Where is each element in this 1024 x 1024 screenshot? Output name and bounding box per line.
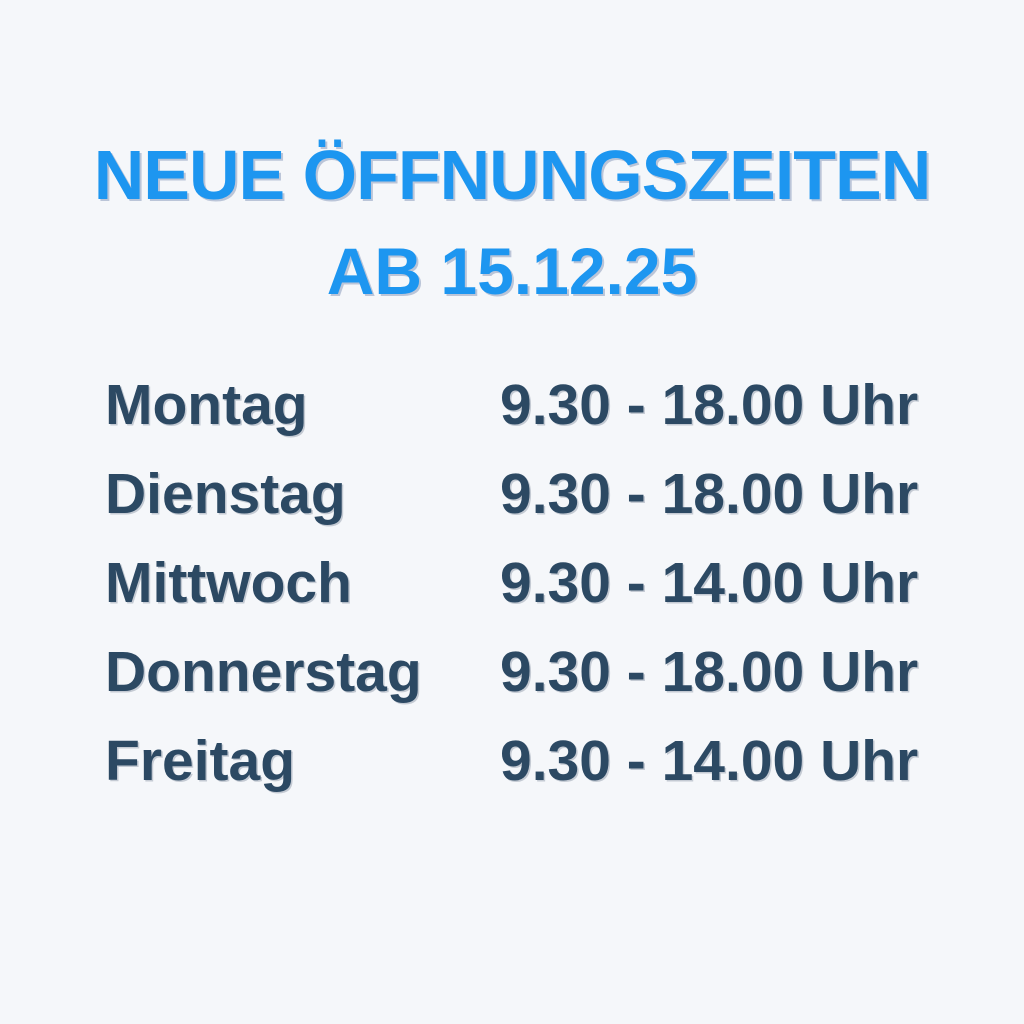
hours-value: 9.30 - 18.00 Uhr (500, 640, 919, 704)
schedule-row-friday: Freitag 9.30 - 14.00 Uhr (105, 728, 964, 817)
hours-value: 9.30 - 14.00 Uhr (500, 551, 919, 615)
poster-title: NEUE ÖFFNUNGSZEITEN AB 15.12.25 (0, 140, 1024, 304)
day-label: Mittwoch (105, 551, 352, 615)
schedule-row-tuesday: Dienstag 9.30 - 18.00 Uhr (105, 461, 964, 550)
schedule-row-wednesday: Mittwoch 9.30 - 14.00 Uhr (105, 550, 964, 639)
day-label: Montag (105, 373, 308, 437)
day-label: Freitag (105, 729, 296, 793)
schedule-row-monday: Montag 9.30 - 18.00 Uhr (105, 372, 964, 461)
opening-hours-schedule: Montag 9.30 - 18.00 Uhr Dienstag 9.30 - … (105, 372, 964, 817)
hours-value: 9.30 - 18.00 Uhr (500, 462, 919, 526)
day-label: Dienstag (105, 462, 346, 526)
hours-value: 9.30 - 18.00 Uhr (500, 373, 919, 437)
schedule-row-thursday: Donnerstag 9.30 - 18.00 Uhr (105, 639, 964, 728)
title-line-2: AB 15.12.25 (326, 234, 698, 308)
hours-value: 9.30 - 14.00 Uhr (500, 729, 919, 793)
title-line-1: NEUE ÖFFNUNGSZEITEN (93, 136, 932, 214)
day-label: Donnerstag (105, 640, 422, 704)
